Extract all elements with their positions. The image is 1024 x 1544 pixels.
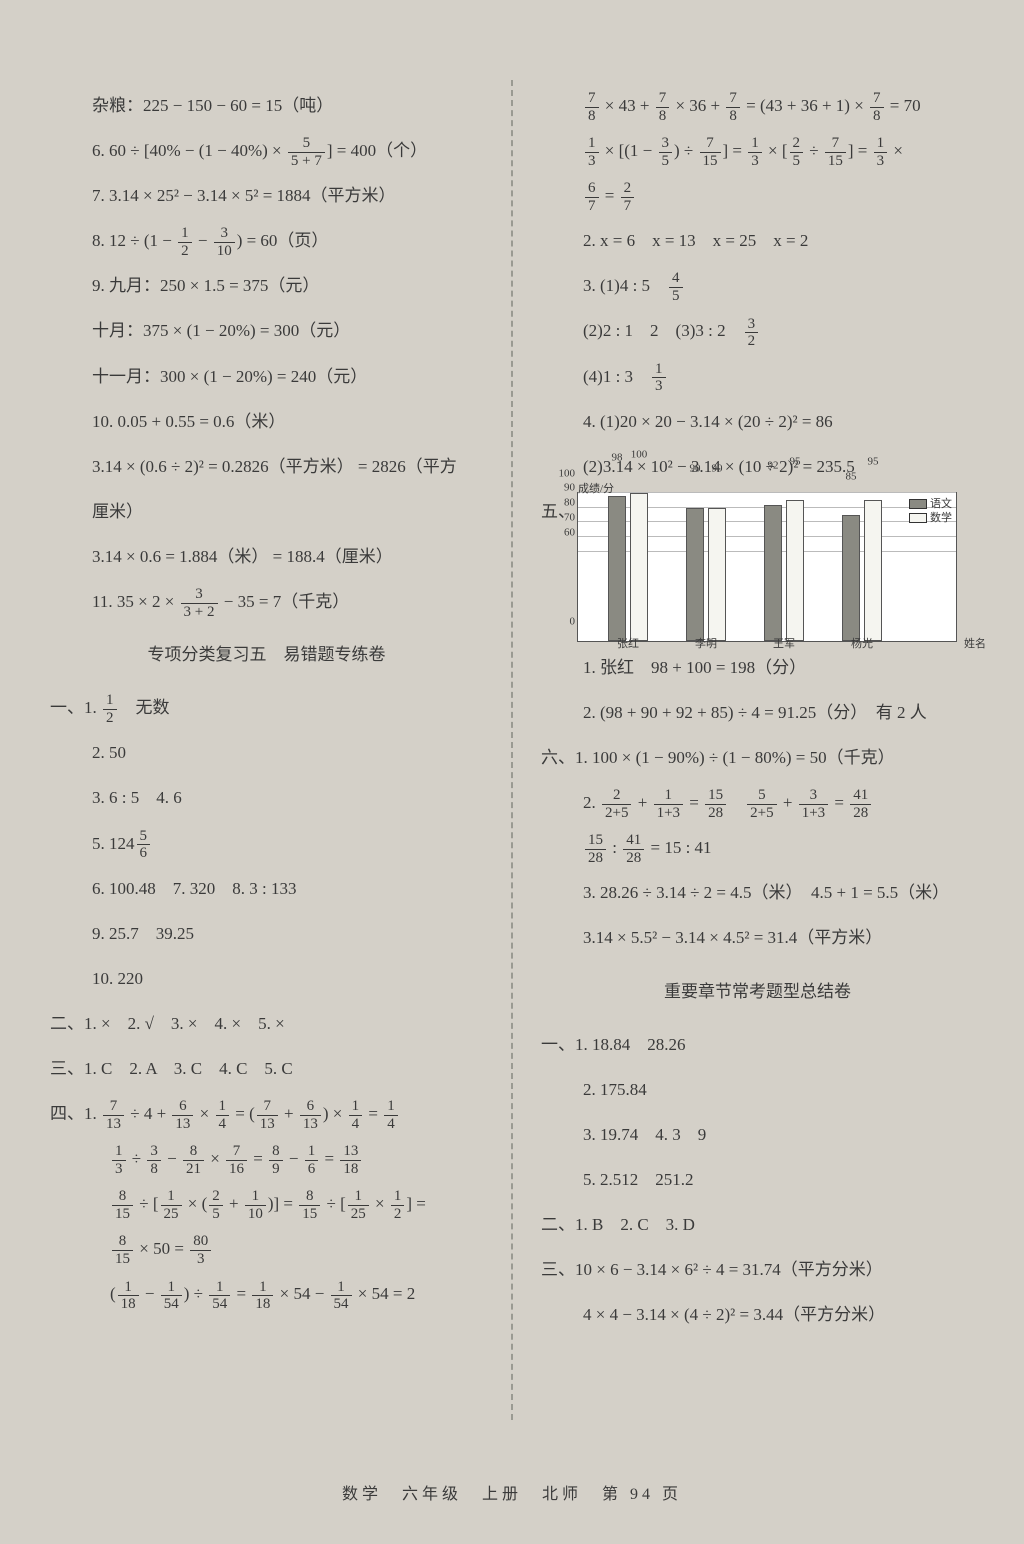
- page-footer: 数学 六年级 上册 北师 第 94 页: [0, 1480, 1024, 1504]
- math-line: 4. (1)20 × 20 − 3.14 × (20 ÷ 2)² = 86: [541, 402, 974, 441]
- math-line: 4 × 4 − 3.14 × (4 ÷ 2)² = 3.44（平方分米）: [541, 1295, 974, 1334]
- math-line: 五、 607080901000成绩/分姓名98100张红9090李明9295王军…: [541, 492, 974, 642]
- math-line: 一、1. 12 无数: [50, 688, 483, 727]
- math-line: 7. 3.14 × 25² − 3.14 × 5² = 1884（平方米）: [50, 176, 483, 215]
- math-line: 9. 九月：250 × 1.5 = 375（元）: [50, 266, 483, 305]
- math-line: 二、1. B 2. C 3. D: [541, 1205, 974, 1244]
- math-line: 三、10 × 6 − 3.14 × 6² ÷ 4 = 31.74（平方分米）: [541, 1250, 974, 1289]
- math-line: 2. 50: [50, 733, 483, 772]
- math-line: 1. 张红 98 + 100 = 198（分）: [541, 648, 974, 687]
- math-line: 10. 220: [50, 959, 483, 998]
- math-line: 3. 28.26 ÷ 3.14 ÷ 2 = 4.5（米） 4.5 + 1 = 5…: [541, 873, 974, 912]
- math-line: 67 = 27: [541, 176, 974, 215]
- fraction: 55 + 7: [288, 135, 325, 169]
- math-line: 3.14 × (0.6 ÷ 2)² = 0.2826（平方米） = 2826（平…: [50, 447, 483, 486]
- columns: 杂粮：225 − 150 − 60 = 15（吨） 6. 60 ÷ [40% −…: [50, 80, 974, 1420]
- math-line: 二、1. × 2. √ 3. × 4. × 5. ×: [50, 1004, 483, 1043]
- math-line: 13 ÷ 38 − 821 × 716 = 89 − 16 = 1318: [50, 1139, 483, 1178]
- math-line: 5. 12456: [50, 824, 483, 863]
- math-line: 四、1. 713 ÷ 4 + 613 × 14 = (713 + 613) × …: [50, 1094, 483, 1133]
- math-line: 6. 100.48 7. 320 8. 3 : 133: [50, 869, 483, 908]
- math-line: 815 × 50 = 803: [50, 1229, 483, 1268]
- math-line: 3.14 × 0.6 = 1.884（米） = 188.4（厘米）: [50, 537, 483, 576]
- left-column: 杂粮：225 − 150 − 60 = 15（吨） 6. 60 ÷ [40% −…: [50, 80, 483, 1420]
- math-line: 78 × 43 + 78 × 36 + 78 = (43 + 36 + 1) ×…: [541, 86, 974, 125]
- math-line: 2. (98 + 90 + 92 + 85) ÷ 4 = 91.25（分） 有 …: [541, 693, 974, 732]
- math-line: 3. 6 : 5 4. 6: [50, 778, 483, 817]
- math-line: 10. 0.05 + 0.55 = 0.6（米）: [50, 402, 483, 441]
- math-line: 6. 60 ÷ [40% − (1 − 40%) × 55 + 7] = 400…: [50, 131, 483, 170]
- math-line: 六、1. 100 × (1 − 90%) ÷ (1 − 80%) = 50（千克…: [541, 738, 974, 777]
- math-line: 5. 2.512 251.2: [541, 1160, 974, 1199]
- math-line: (4)1 : 3 13: [541, 357, 974, 396]
- section-title: 专项分类复习五 易错题专练卷: [50, 635, 483, 674]
- math-line: 9. 25.7 39.25: [50, 914, 483, 953]
- math-line: 杂粮：225 − 150 − 60 = 15（吨）: [50, 86, 483, 125]
- math-line: 十月：375 × (1 − 20%) = 300（元）: [50, 311, 483, 350]
- math-line: 3. (1)4 : 5 45: [541, 266, 974, 305]
- bar-chart: 607080901000成绩/分姓名98100张红9090李明9295王军859…: [577, 492, 957, 642]
- math-line: 三、1. C 2. A 3. C 4. C 5. C: [50, 1049, 483, 1088]
- math-line: 3. 19.74 4. 3 9: [541, 1115, 974, 1154]
- section-title: 重要章节常考题型总结卷: [541, 972, 974, 1011]
- math-line: 815 ÷ [125 × (25 + 110)] = 815 ÷ [125 × …: [50, 1184, 483, 1223]
- math-line: (2)2 : 1 2 (3)3 : 2 32: [541, 311, 974, 350]
- math-line: 十一月：300 × (1 − 20%) = 240（元）: [50, 357, 483, 396]
- math-line: 2. x = 6 x = 13 x = 25 x = 2: [541, 221, 974, 260]
- math-line: 13 × [(1 − 35) ÷ 715] = 13 × [25 ÷ 715] …: [541, 131, 974, 170]
- math-line: 2. 175.84: [541, 1070, 974, 1109]
- math-line: 2. 22+5 + 11+3 = 1528 52+5 + 31+3 = 4128: [541, 783, 974, 822]
- column-divider: [511, 80, 513, 1420]
- right-column: 78 × 43 + 78 × 36 + 78 = (43 + 36 + 1) ×…: [541, 80, 974, 1420]
- math-line: (118 − 154) ÷ 154 = 118 × 54 − 154 × 54 …: [50, 1274, 483, 1313]
- math-line: 3.14 × 5.5² − 3.14 × 4.5² = 31.4（平方米）: [541, 918, 974, 957]
- math-line: 8. 12 ÷ (1 − 12 − 310) = 60（页）: [50, 221, 483, 260]
- math-line: 厘米）: [50, 492, 483, 531]
- math-line: 11. 35 × 2 × 33 + 2 − 35 = 7（千克）: [50, 582, 483, 621]
- math-line: 1528 : 4128 = 15 : 41: [541, 828, 974, 867]
- math-line: 一、1. 18.84 28.26: [541, 1025, 974, 1064]
